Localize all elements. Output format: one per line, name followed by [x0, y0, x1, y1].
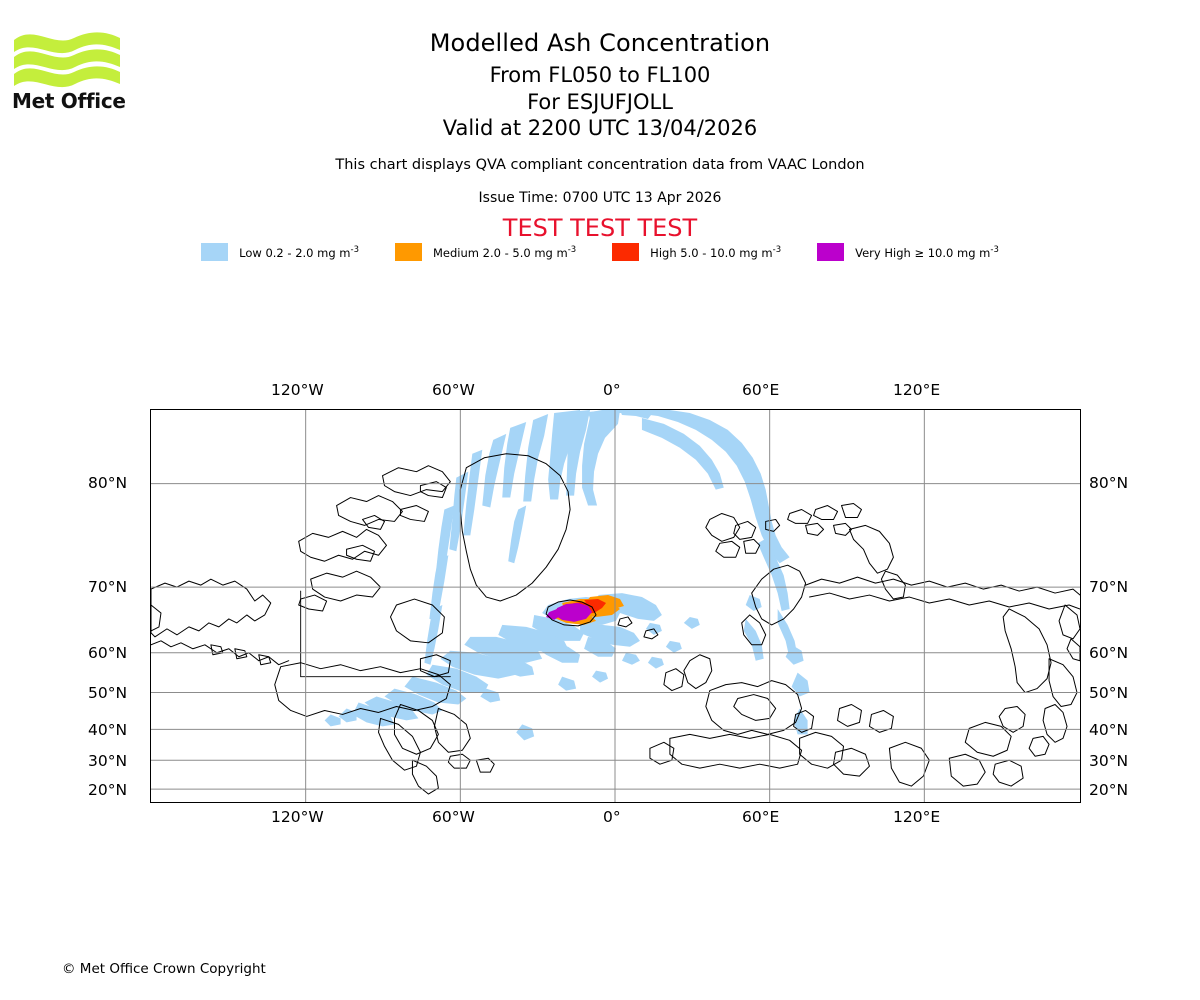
- lat-tick-right-60n: 60°N: [1089, 644, 1129, 662]
- lat-tick-left-80n: 80°N: [88, 474, 128, 492]
- qva-note: This chart displays QVA compliant concen…: [335, 157, 865, 173]
- flight-level-range: From FL050 to FL100: [489, 63, 711, 87]
- lon-tick-top-120w: 120°W: [271, 381, 324, 399]
- lat-tick-right-80n: 80°N: [1089, 474, 1129, 492]
- lat-tick-left-50n: 50°N: [88, 684, 128, 702]
- legend-item-high: High 5.0 - 10.0 mg m-3: [612, 243, 817, 261]
- valid-time: Valid at 2200 UTC 13/04/2026: [442, 116, 758, 140]
- legend-item-medium: Medium 2.0 - 5.0 mg m-3: [394, 243, 612, 261]
- lon-tick-bottom-60e: 60°E: [742, 808, 780, 826]
- lon-tick-top-120e: 120°E: [893, 381, 941, 399]
- lat-tick-right-50n: 50°N: [1089, 684, 1129, 702]
- legend-swatch-medium: [394, 243, 422, 261]
- lon-tick-bottom-120w: 120°W: [271, 808, 324, 826]
- ash-layer-low: [324, 410, 810, 741]
- lat-tick-right-70n: 70°N: [1089, 578, 1129, 596]
- page-title: Modelled Ash Concentration: [429, 29, 771, 57]
- legend-label-high: High 5.0 - 10.0 mg m-3: [650, 244, 782, 260]
- lat-tick-left-30n: 30°N: [88, 752, 128, 770]
- lat-tick-right-40n: 40°N: [1089, 721, 1129, 739]
- ash-concentration-map[interactable]: [150, 409, 1081, 803]
- volcano-name: For ESJUFJOLL: [527, 90, 673, 114]
- test-banner: TEST TEST TEST: [502, 214, 698, 242]
- coastlines: [151, 453, 1080, 795]
- lat-tick-left-40n: 40°N: [88, 721, 128, 739]
- lat-tick-right-20n: 20°N: [1089, 781, 1129, 799]
- lon-tick-bottom-120e: 120°E: [893, 808, 941, 826]
- lon-tick-bottom-60w: 60°W: [432, 808, 475, 826]
- concentration-legend: Low 0.2 - 2.0 mg m-3 Medium 2.0 - 5.0 mg…: [0, 243, 1200, 261]
- legend-swatch-very-high: [817, 243, 845, 261]
- legend-item-low: Low 0.2 - 2.0 mg m-3: [201, 243, 395, 261]
- lon-tick-bottom-0: 0°: [603, 808, 621, 826]
- lon-tick-top-60e: 60°E: [742, 381, 780, 399]
- map-canvas: [151, 410, 1080, 802]
- legend-label-medium: Medium 2.0 - 5.0 mg m-3: [432, 244, 577, 260]
- lon-tick-top-0: 0°: [603, 381, 621, 399]
- issue-time: Issue Time: 0700 UTC 13 Apr 2026: [478, 190, 722, 206]
- lon-tick-top-60w: 60°W: [432, 381, 475, 399]
- legend-label-low: Low 0.2 - 2.0 mg m-3: [239, 244, 359, 260]
- lat-tick-left-60n: 60°N: [88, 644, 128, 662]
- met-office-logo: [12, 26, 132, 116]
- lat-tick-left-70n: 70°N: [88, 578, 128, 596]
- lat-tick-left-20n: 20°N: [88, 781, 128, 799]
- legend-swatch-low: [201, 243, 229, 261]
- copyright-notice: © Met Office Crown Copyright: [62, 961, 266, 977]
- map-gridlines: [151, 410, 1080, 802]
- legend-item-very-high: Very High ≥ 10.0 mg m-3: [817, 243, 999, 261]
- legend-swatch-high: [612, 243, 640, 261]
- legend-label-very-high: Very High ≥ 10.0 mg m-3: [855, 244, 999, 260]
- met-office-logo-text: Met Office: [12, 89, 126, 113]
- lat-tick-right-30n: 30°N: [1089, 752, 1129, 770]
